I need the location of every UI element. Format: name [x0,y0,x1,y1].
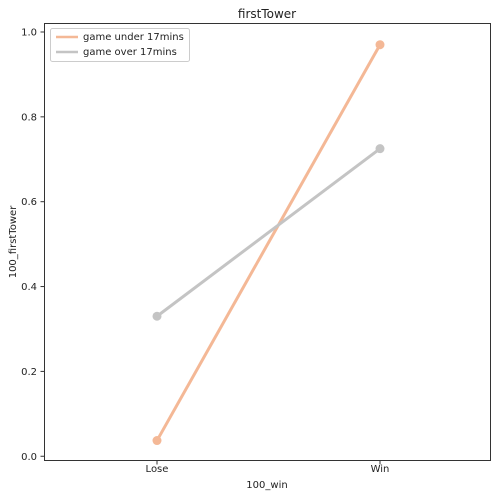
y-axis: 0.0 0.2 0.4 0.6 0.8 1.0 [21,27,45,463]
legend-label-under-17: game under 17mins [83,32,184,43]
legend-label-over-17: game over 17mins [83,47,177,58]
y-tick-label: 0.0 [21,452,37,463]
y-tick-label: 0.2 [21,367,37,378]
y-tick-label: 0.4 [21,282,37,293]
chart-title: firstTower [238,7,296,21]
data-point [375,40,385,50]
series-line-1 [156,147,381,318]
plot-area [44,23,491,461]
x-axis-label: 100_win [246,480,287,491]
y-tick-label: 0.6 [21,197,37,208]
data-point [152,311,162,321]
series-line-0 [155,43,382,442]
x-tick-label: Lose [146,464,169,475]
y-tick-label: 0.8 [21,112,37,123]
series-lines [155,43,382,442]
y-axis-label: 100_firstTower [8,205,19,278]
legend-box [50,28,190,62]
data-point [375,144,385,154]
series-points [152,40,385,446]
x-axis: Lose Win [146,460,390,475]
y-tick-label: 1.0 [21,27,37,38]
legend: game under 17mins game over 17mins [50,28,190,62]
x-tick-label: Win [371,464,390,475]
data-point [152,436,162,446]
